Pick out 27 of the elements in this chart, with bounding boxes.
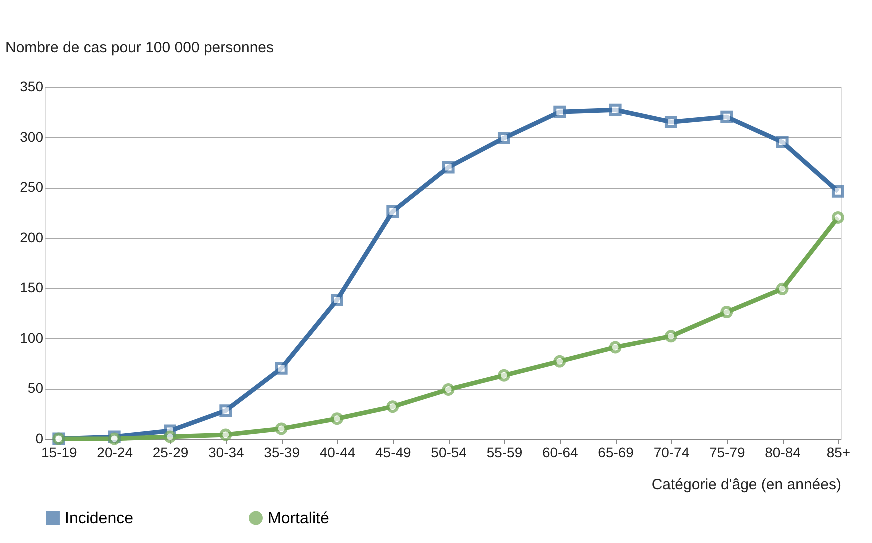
y-tick-label: 100 bbox=[20, 330, 44, 346]
x-tick-label: 45-49 bbox=[375, 444, 412, 460]
x-tick-label: 35-39 bbox=[264, 444, 300, 460]
y-tick-label: 150 bbox=[20, 280, 44, 296]
x-tick-label: 85+ bbox=[826, 444, 851, 460]
y-tick-label: 300 bbox=[20, 128, 44, 145]
x-tick-label: 20-24 bbox=[97, 444, 134, 460]
x-axis-title: Catégorie d'âge (en années) bbox=[652, 476, 842, 494]
x-tick-label: 75-79 bbox=[709, 444, 746, 460]
x-tick-label: 40-44 bbox=[320, 444, 356, 460]
y-tick-label: 250 bbox=[20, 179, 44, 196]
legend-label: Incidence bbox=[65, 510, 134, 528]
x-tick-label: 70-74 bbox=[654, 444, 690, 460]
legend-label: Mortalité bbox=[268, 510, 330, 528]
x-tick-label: 30-34 bbox=[208, 444, 245, 460]
y-tick-label: 50 bbox=[28, 380, 44, 396]
y-tick-label: 200 bbox=[20, 229, 44, 246]
y-tick-label: 350 bbox=[20, 78, 44, 94]
x-tick-label: 25-29 bbox=[152, 444, 189, 460]
x-tick-label: 15-19 bbox=[42, 444, 78, 460]
y-axis-title: Nombre de cas pour 100 000 personnes bbox=[6, 40, 274, 56]
y-tick-label: 0 bbox=[36, 430, 44, 446]
x-tick-label: 80-84 bbox=[765, 444, 802, 460]
x-tick-label: 55-59 bbox=[486, 444, 523, 460]
x-tick-label: 60-64 bbox=[542, 444, 579, 460]
x-tick-label: 50-54 bbox=[431, 444, 468, 460]
x-tick-label: 65-69 bbox=[598, 444, 634, 460]
